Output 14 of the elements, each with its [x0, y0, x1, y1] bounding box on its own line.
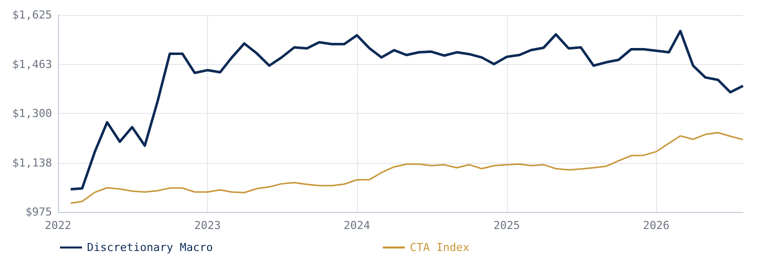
legend-label: CTA Index [410, 241, 470, 254]
line-series [69, 30, 744, 191]
y-tick-label: $1,138 [12, 156, 52, 170]
y-tick-label: $1,625 [12, 8, 52, 22]
y-tick-label: $975 [26, 206, 52, 218]
x-tick-label: 2026 [642, 219, 670, 232]
legend-label: Discretionary Macro [87, 241, 213, 254]
x-tick-label: 2025 [494, 219, 520, 232]
y-tick-label: $1,463 [12, 58, 52, 71]
x-tick-label: 2022 [44, 219, 72, 232]
x-tick-label: 2023 [194, 219, 221, 232]
x-tick-label: 2024 [344, 219, 371, 232]
line-series [70, 132, 744, 204]
y-tick-label: $1,300 [12, 107, 52, 120]
